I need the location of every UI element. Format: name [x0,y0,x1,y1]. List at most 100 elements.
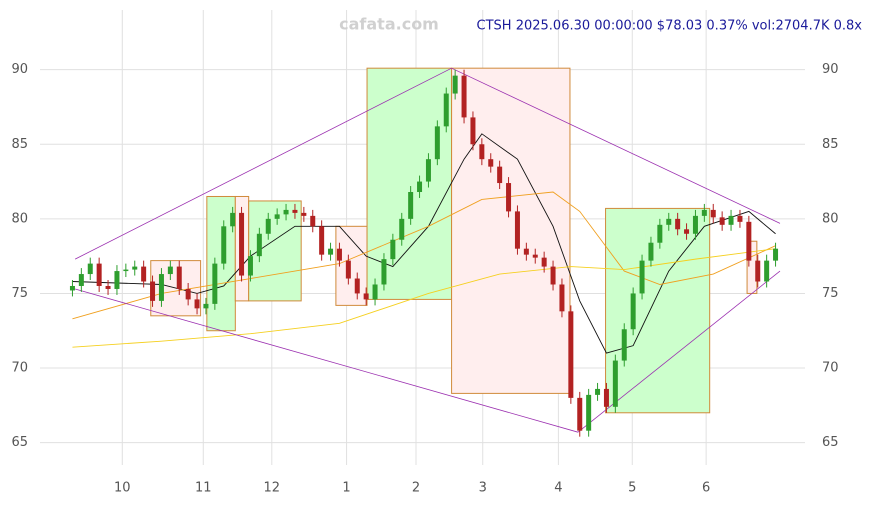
candle-body [417,181,423,192]
candle-body [692,215,698,234]
trendline [577,270,781,433]
candle-body [221,226,227,264]
candle-body [167,266,173,275]
candle-body [523,248,529,255]
candle-body [247,256,253,276]
candle-body [728,215,734,225]
candle-body [87,263,93,275]
candle-body [773,248,779,261]
x-tick-label: 10 [114,481,131,496]
y-tick-label-right: 75 [822,286,839,301]
chart-title: CTSH 2025.06.30 00:00:00 $78.03 0.37% vo… [477,19,863,34]
y-tick-label: 65 [11,435,28,450]
candle-body [105,285,111,289]
trendline [451,67,781,224]
trendline [74,67,452,260]
candle-body [559,284,565,312]
candle-body [675,218,681,230]
candle-body [666,218,672,225]
candle-body [114,271,120,289]
candle-body [123,269,129,272]
y-tick-label-right: 85 [822,137,839,152]
y-tick-label-right: 90 [822,62,839,77]
x-tick-label: 2 [412,481,420,496]
candle-body [479,144,485,160]
candle-body [764,260,770,282]
x-tick-label: 1 [342,481,350,496]
candle-body [719,217,725,225]
candle-body [506,183,512,212]
candle-body [256,233,262,257]
candle-body [194,299,200,309]
y-tick-label: 90 [11,62,28,77]
candle-body [239,212,245,276]
candle-body [541,257,547,267]
y-tick-label: 75 [11,286,28,301]
candle-body [283,209,289,215]
moving-average [72,191,776,320]
candle-body [577,397,583,431]
candle-body [532,254,538,258]
candle-body [550,266,556,285]
candle-body [639,260,645,294]
candle-body [470,117,476,145]
candle-body [443,93,449,127]
candle-body [230,212,236,227]
candle-body [141,266,147,282]
candle-body [648,242,654,261]
candle-body [203,303,209,309]
y-tick-label: 80 [11,211,28,226]
candle-body [603,388,609,407]
candle-body [274,214,280,219]
candle-body [425,159,431,182]
moving-average [72,248,776,348]
y-tick-label-right: 65 [822,435,839,450]
candle-body [381,259,387,285]
candle-body [630,293,636,330]
watermark: cafata.com [339,15,439,34]
x-tick-label: 3 [479,481,487,496]
candle-body [158,274,164,301]
x-tick-label: 6 [702,481,710,496]
x-tick-label: 12 [264,481,281,496]
candle-body [310,215,316,227]
candle-body [461,75,467,118]
candle-body [292,209,298,213]
candle-body [319,226,325,255]
y-tick-label: 85 [11,137,28,152]
candle-body [390,239,396,260]
candle-body [150,281,156,301]
candle-body [354,278,360,294]
candle-body [363,293,369,300]
candle-body [399,218,405,240]
candle-body [345,260,351,279]
candle-body [497,166,503,184]
zone-box [366,67,453,300]
candle-body [336,248,342,261]
zone-box [335,225,368,306]
candle-body [746,221,752,261]
candle-body [96,263,102,286]
candle-body [78,274,84,286]
candle-body [69,285,75,291]
x-tick-label: 4 [554,481,562,496]
candle-body [212,263,218,304]
candle-body [657,224,663,243]
x-tick-label: 5 [628,481,636,496]
candle-body [621,329,627,361]
candle-body [586,394,592,431]
y-tick-label-right: 80 [822,211,839,226]
candle-body [372,284,378,300]
candle-body [328,248,334,255]
candle-body [434,126,440,160]
x-tick-label: 11 [195,481,212,496]
candle-body [710,209,716,218]
candle-body [595,388,601,395]
candle-body [737,215,743,222]
moving-average [72,133,776,354]
candle-body [265,218,271,234]
candle-body [701,209,707,216]
candle-body [301,212,307,216]
